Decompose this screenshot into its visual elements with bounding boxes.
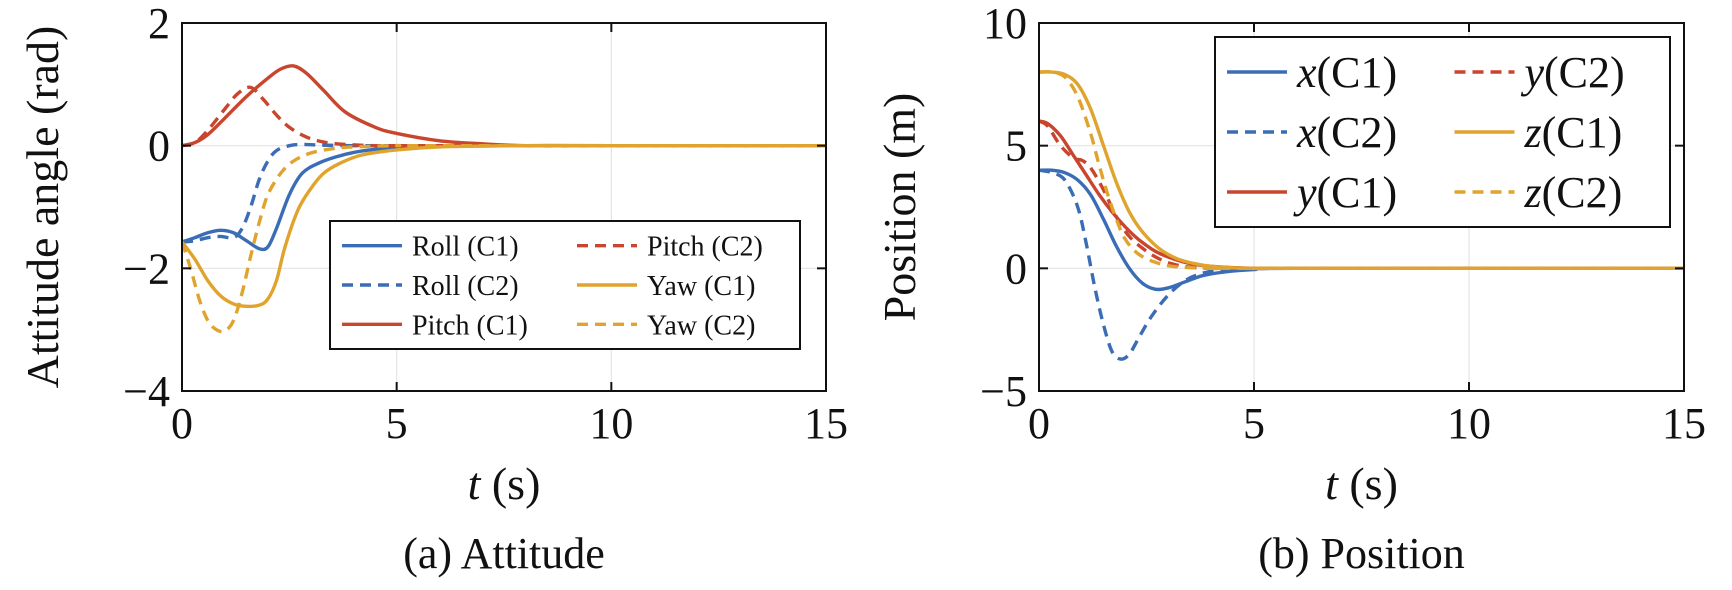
legend-label-var: z bbox=[1524, 108, 1542, 157]
x-tick-label: 0 bbox=[171, 399, 193, 448]
x-tick-label: 5 bbox=[386, 399, 408, 448]
y-tick-label: 10 bbox=[983, 0, 1027, 48]
x-tick-label: 0 bbox=[1028, 399, 1050, 448]
legend-label: Roll (C1) bbox=[412, 232, 519, 263]
x-tick-label: 15 bbox=[804, 399, 848, 448]
x-axis-label-var: t bbox=[468, 458, 482, 509]
y-tick-label: 2 bbox=[148, 0, 170, 48]
series-group bbox=[1039, 70, 1684, 361]
legend-label: Yaw (C2) bbox=[647, 310, 755, 341]
x-tick-label: 10 bbox=[1447, 399, 1491, 448]
legend: x(C1)x(C2)y(C1)y(C2)z(C1)z(C2) bbox=[1214, 36, 1671, 228]
legend: Roll (C1) Roll (C2) Pitch (C1) Pitch (C2) Ya… bbox=[329, 220, 801, 350]
legend-label: y(C2) bbox=[1521, 48, 1625, 97]
x-axis-label: t (s) bbox=[1325, 458, 1398, 509]
y-tick-label: −5 bbox=[980, 367, 1027, 416]
series-line bbox=[1039, 70, 1684, 271]
x-tick-label: 15 bbox=[1662, 399, 1706, 448]
legend-label-var: z bbox=[1524, 168, 1542, 217]
legend-label-tag: (C1) bbox=[1317, 168, 1398, 217]
axes-box bbox=[1038, 22, 1685, 392]
panel-caption: (b) Position bbox=[1258, 529, 1465, 578]
legend-label-tag: (C2) bbox=[1317, 108, 1398, 157]
x-tick-label: 10 bbox=[589, 399, 633, 448]
legend-label-tag: (C2) bbox=[1544, 48, 1625, 97]
legend-label: Roll (C2) bbox=[412, 271, 519, 302]
series-line bbox=[182, 143, 826, 309]
legend-label-var: x bbox=[1296, 108, 1317, 157]
panel-caption: (a) Attitude bbox=[403, 529, 605, 578]
legend-label: Pitch (C1) bbox=[412, 310, 528, 341]
legend-label: x(C1) bbox=[1296, 48, 1397, 97]
legend-label: y(C1) bbox=[1293, 168, 1397, 217]
legend-label: Pitch (C2) bbox=[647, 232, 763, 263]
y-tick-label: 0 bbox=[1005, 244, 1027, 293]
axes-box bbox=[181, 22, 827, 392]
legend-box bbox=[1214, 36, 1671, 228]
legend-label-tag: (C2) bbox=[1542, 168, 1623, 217]
series-group bbox=[182, 64, 826, 334]
legend-label-var: y bbox=[1293, 168, 1317, 217]
chart-panel-a: 0 5 10 15 −4 −2 0 2 t (s) Attitude angle (rad) (a)… bbox=[17, 0, 848, 578]
legend-label-tag: (C1) bbox=[1542, 108, 1623, 157]
legend-label: Yaw (C1) bbox=[647, 271, 755, 302]
x-axis-label: t (s) bbox=[468, 458, 541, 509]
legend-box bbox=[329, 220, 801, 350]
y-tick-label: 0 bbox=[148, 122, 170, 171]
legend-label-tag: (C1) bbox=[1317, 48, 1398, 97]
series-line bbox=[1039, 70, 1684, 271]
series-line bbox=[182, 64, 826, 148]
series-line bbox=[182, 85, 826, 148]
x-axis-label-unit: (s) bbox=[1338, 458, 1398, 509]
y-tick-label: −4 bbox=[123, 367, 170, 416]
y-axis-label: Attitude angle (rad) bbox=[17, 26, 68, 389]
x-axis-label-unit: (s) bbox=[480, 458, 540, 509]
x-axis-label-var: t bbox=[1325, 458, 1339, 509]
y-tick-label: 5 bbox=[1005, 122, 1027, 171]
legend-label-var: x bbox=[1296, 48, 1317, 97]
y-tick-label: −2 bbox=[123, 244, 170, 293]
legend-label: z(C1) bbox=[1524, 108, 1623, 157]
legend-label: z(C2) bbox=[1524, 168, 1623, 217]
series-line bbox=[182, 143, 826, 334]
y-axis-label: Position (m) bbox=[874, 93, 925, 322]
legend-label: x(C2) bbox=[1296, 108, 1397, 157]
legend-label-var: y bbox=[1521, 48, 1545, 97]
x-tick-label: 5 bbox=[1243, 399, 1265, 448]
